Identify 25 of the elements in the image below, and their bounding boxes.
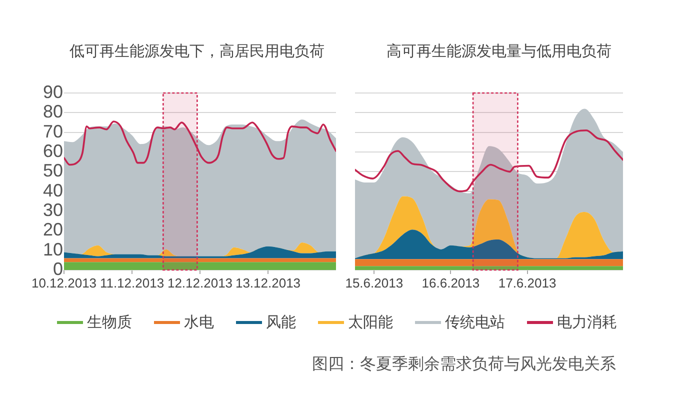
x-tick-label: 11.12.2013	[100, 275, 164, 290]
x-tick-label: 17.6.2013	[498, 275, 556, 290]
y-tick-label: 60	[42, 140, 63, 161]
legend-label: 传统电站	[445, 312, 505, 332]
legend-label: 风能	[266, 312, 296, 332]
legend-label: 电力消耗	[557, 312, 617, 332]
chart-title: 高可再生能源发电量与低用电负荷	[386, 41, 612, 61]
x-tick-label: 12.12.2013	[167, 275, 233, 290]
x-tick-label: 15.6.2013	[345, 275, 404, 290]
y-tick-label: 30	[42, 200, 63, 220]
chart-title: 低可再生能源发电下，高居民用电负荷	[70, 41, 324, 61]
line-series	[64, 120, 336, 166]
y-tick-label: 50	[42, 160, 63, 181]
y-tick-label: 80	[42, 102, 63, 122]
y-tick-label: 20	[42, 220, 63, 240]
text: 图四：冬夏季剩余需求负荷与风光发电关系	[312, 354, 616, 374]
legend-label: 太阳能	[348, 312, 393, 332]
legend-label: 生物质	[87, 312, 132, 332]
legend-label: 水电	[184, 312, 214, 332]
y-tick-label: 70	[42, 121, 63, 142]
x-tick-label: 13.12.2013	[235, 275, 301, 290]
y-tick-label: 90	[42, 82, 63, 102]
y-tick-label: 10	[42, 239, 63, 260]
y-tick-label: 40	[42, 180, 63, 200]
x-tick-label: 16.6.2013	[422, 275, 480, 290]
